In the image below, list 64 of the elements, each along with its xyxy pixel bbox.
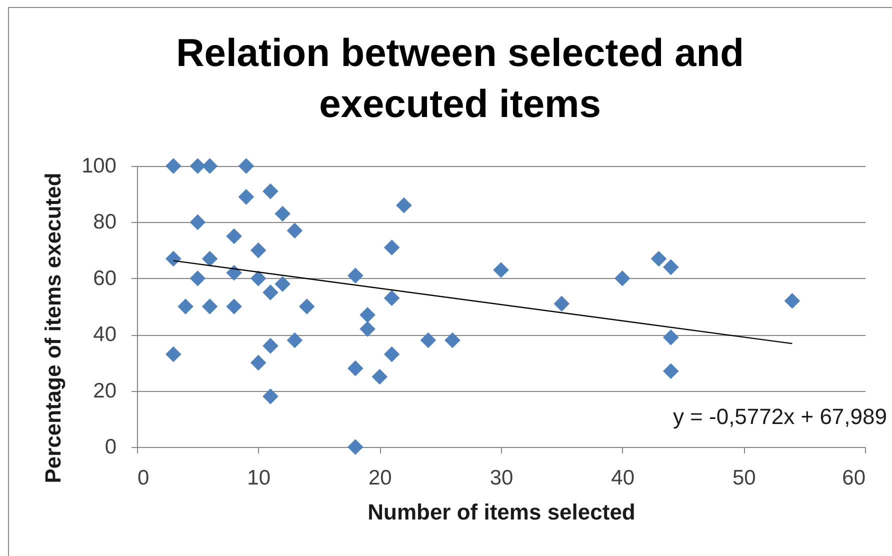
x-axis-title: Number of items selected: [368, 500, 636, 524]
point: [250, 270, 266, 286]
y-tick-label: 0: [104, 436, 116, 458]
point: [360, 321, 376, 337]
point: [262, 284, 278, 300]
point: [493, 262, 509, 278]
y-axis-title: Percentage of items executed: [40, 172, 66, 484]
point: [202, 250, 218, 267]
point: [226, 298, 242, 314]
x-tick-label: 0: [138, 466, 150, 490]
point: [286, 222, 303, 239]
point: [250, 242, 266, 258]
point: [347, 439, 364, 455]
chart-title: Relation between selected and executed items: [176, 32, 744, 126]
point: [444, 332, 460, 348]
point: [262, 388, 278, 404]
point: [178, 298, 194, 314]
y-tick-label: 100: [81, 154, 116, 178]
point: [384, 346, 400, 362]
x-tick-label: 10: [247, 466, 271, 490]
y-tick-label: 20: [93, 379, 116, 402]
point: [190, 158, 206, 174]
point: [384, 290, 400, 306]
point: [384, 240, 400, 256]
point: [238, 158, 254, 174]
point: [784, 292, 800, 309]
point: [226, 228, 242, 244]
point: [420, 332, 436, 348]
point: [262, 338, 278, 354]
point: [662, 259, 679, 276]
point: [372, 368, 388, 385]
point: [250, 354, 266, 371]
y-tick-label: 80: [93, 210, 116, 234]
x-tick-label: 40: [611, 466, 635, 490]
point: [347, 268, 364, 284]
point: [202, 298, 218, 314]
point: [554, 296, 570, 312]
point: [262, 183, 278, 200]
x-tick-label: 30: [490, 466, 514, 490]
point: [238, 189, 254, 205]
annotation: y = -0,5772x + 67,989: [672, 404, 887, 429]
point: [202, 158, 218, 174]
point: [650, 250, 667, 267]
y-tick-label: 40: [93, 323, 116, 346]
point: [274, 206, 291, 222]
point: [190, 214, 206, 230]
point: [165, 250, 182, 267]
point: [662, 330, 679, 346]
point: [662, 363, 679, 380]
y-tick-label: 60: [93, 266, 116, 290]
point: [614, 270, 630, 286]
x-tick-label: 60: [842, 466, 866, 490]
point: [274, 276, 291, 292]
point: [286, 332, 303, 348]
point: [190, 270, 206, 286]
x-tick-label: 20: [368, 466, 392, 490]
point: [298, 298, 315, 314]
point: [165, 158, 182, 174]
point: [226, 264, 242, 281]
x-tick-label: 50: [732, 466, 756, 490]
point: [360, 307, 376, 323]
point: [396, 197, 412, 214]
point: [347, 360, 364, 376]
point: [165, 346, 182, 362]
